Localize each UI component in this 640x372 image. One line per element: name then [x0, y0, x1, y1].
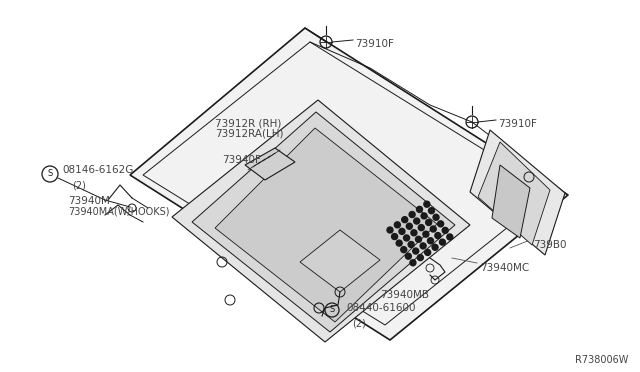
Circle shape — [424, 201, 430, 207]
Circle shape — [392, 234, 397, 240]
Circle shape — [423, 231, 429, 237]
Text: 73910F: 73910F — [355, 39, 394, 49]
Circle shape — [438, 221, 444, 227]
Text: 73940F: 73940F — [222, 155, 261, 165]
Circle shape — [404, 235, 410, 241]
Text: R738006W: R738006W — [575, 355, 628, 365]
Circle shape — [440, 239, 445, 245]
Circle shape — [417, 254, 423, 261]
Text: 739B0: 739B0 — [533, 240, 566, 250]
Circle shape — [420, 243, 426, 249]
Text: S: S — [47, 170, 52, 179]
Circle shape — [413, 248, 419, 254]
Polygon shape — [172, 100, 470, 342]
Text: (2): (2) — [352, 318, 366, 328]
Circle shape — [426, 219, 431, 225]
Circle shape — [399, 228, 405, 234]
Text: 73912RA(LH): 73912RA(LH) — [215, 128, 284, 138]
Text: 08440-61600: 08440-61600 — [346, 303, 415, 313]
Polygon shape — [192, 112, 455, 332]
Text: 73940M: 73940M — [68, 196, 110, 206]
Circle shape — [408, 241, 414, 247]
Circle shape — [405, 253, 412, 259]
Polygon shape — [492, 165, 530, 238]
Circle shape — [406, 223, 412, 229]
Circle shape — [415, 236, 422, 242]
Circle shape — [421, 213, 427, 219]
Circle shape — [396, 240, 402, 246]
Circle shape — [428, 208, 435, 214]
Polygon shape — [300, 230, 380, 292]
Polygon shape — [470, 130, 565, 255]
Circle shape — [435, 232, 441, 238]
Text: 73940MB: 73940MB — [380, 290, 429, 300]
Text: 73910F: 73910F — [498, 119, 537, 129]
Text: 08146-6162G: 08146-6162G — [62, 165, 133, 175]
Text: 73912R (RH): 73912R (RH) — [215, 118, 282, 128]
Circle shape — [428, 238, 433, 244]
Circle shape — [433, 214, 439, 220]
Circle shape — [432, 244, 438, 250]
Circle shape — [425, 250, 431, 256]
Circle shape — [447, 234, 453, 240]
Circle shape — [401, 247, 407, 253]
Polygon shape — [478, 142, 550, 245]
Circle shape — [411, 230, 417, 236]
Circle shape — [417, 206, 422, 212]
Polygon shape — [245, 148, 295, 180]
Circle shape — [442, 227, 448, 233]
Circle shape — [413, 218, 420, 224]
Text: 73940MC: 73940MC — [480, 263, 529, 273]
Polygon shape — [130, 28, 568, 340]
Circle shape — [394, 222, 401, 228]
Circle shape — [419, 225, 424, 231]
Circle shape — [387, 227, 393, 233]
Circle shape — [410, 260, 416, 266]
Circle shape — [430, 226, 436, 232]
Text: (2): (2) — [72, 180, 86, 190]
Text: 73940MA(W/HOOKS): 73940MA(W/HOOKS) — [68, 206, 170, 216]
Text: S: S — [330, 305, 335, 314]
Circle shape — [409, 212, 415, 218]
Polygon shape — [143, 42, 552, 325]
Polygon shape — [215, 128, 437, 322]
Circle shape — [402, 217, 408, 223]
